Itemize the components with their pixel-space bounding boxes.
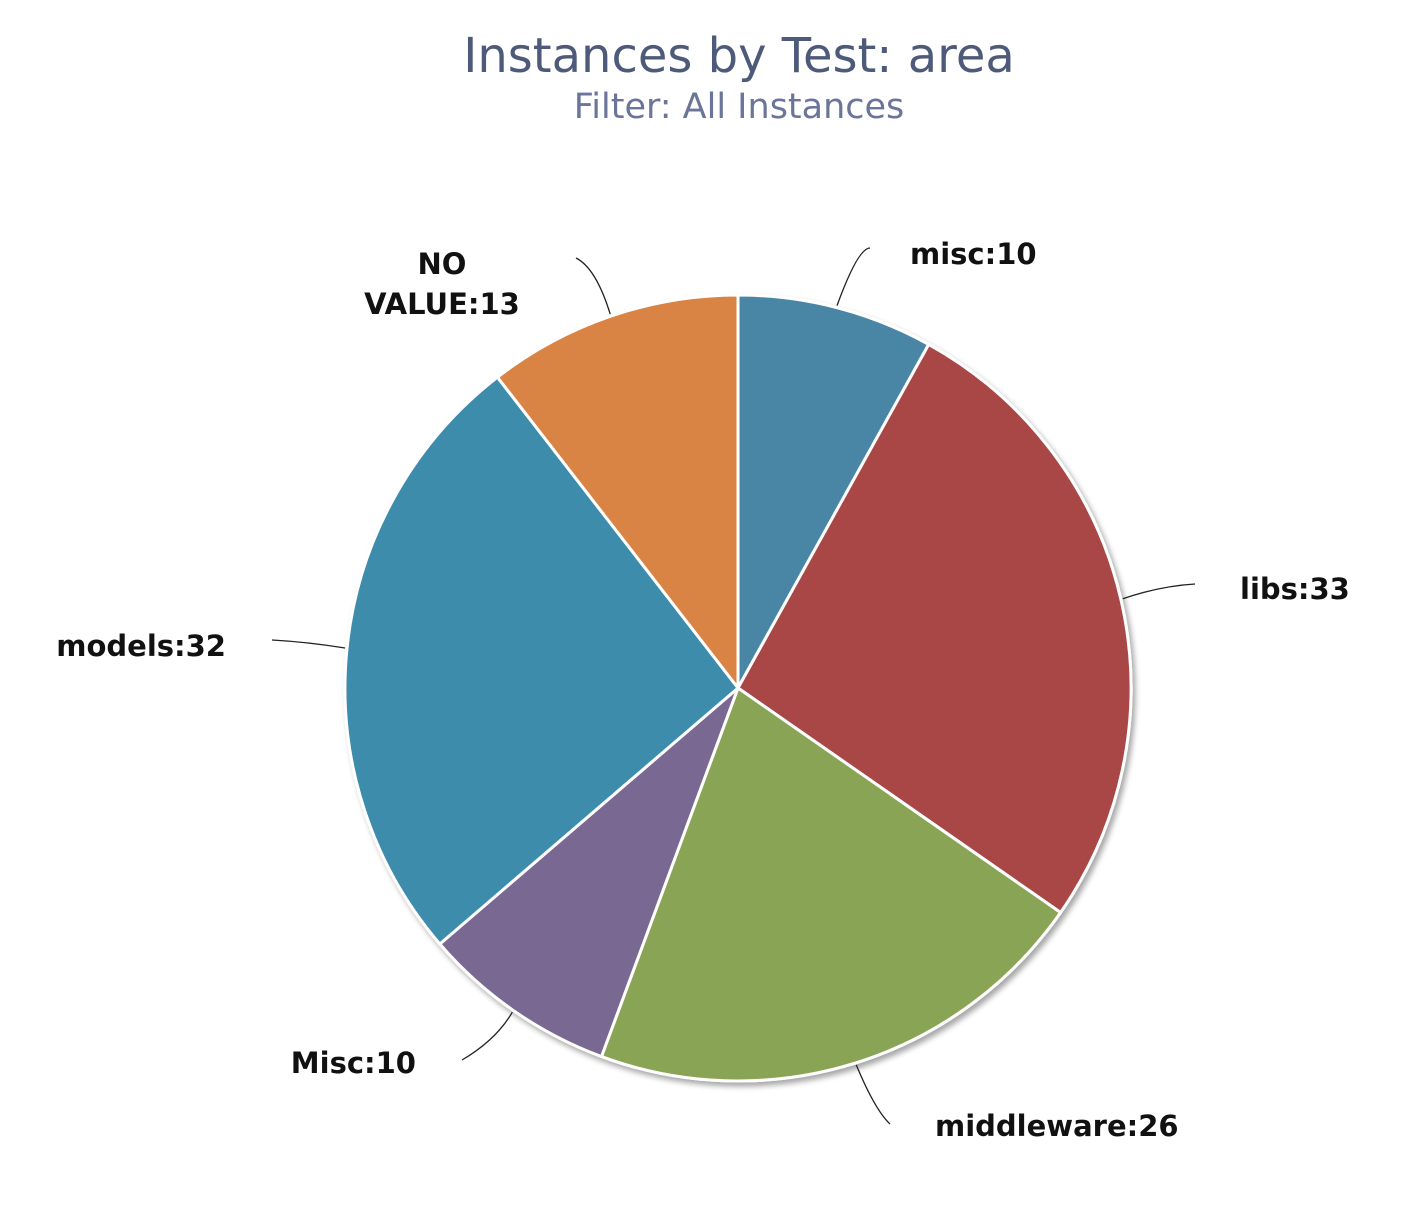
pie-slice-misc[interactable] <box>438 686 740 1059</box>
pie-slice-middleware[interactable] <box>600 686 1063 1083</box>
chart-title: Instances by Test: area <box>463 28 1015 84</box>
slice-label: models:32 <box>56 629 226 663</box>
pie-slice-misc[interactable] <box>736 293 931 690</box>
pie-slice-models[interactable] <box>343 375 740 946</box>
pie-slices <box>343 293 1133 1083</box>
leader-lines <box>271 247 1196 1125</box>
slice-label: Misc:10 <box>291 1046 416 1080</box>
leader-line <box>461 1011 513 1061</box>
leader-line <box>575 257 611 315</box>
slice-label: middleware:26 <box>935 1109 1179 1143</box>
slice-label: NO VALUE:13 <box>364 247 520 321</box>
slice-label: libs:33 <box>1240 572 1350 606</box>
pie-slice-no-value[interactable] <box>495 293 740 690</box>
slice-labels: misc:10 libs:33 middleware:26 Misc:10 models… <box>56 237 1350 1143</box>
slice-label: misc:10 <box>910 237 1037 271</box>
leader-line <box>855 1064 891 1125</box>
pie-slice-libs[interactable] <box>736 342 1133 915</box>
leader-line <box>836 247 871 306</box>
chart-subtitle: Filter: All Instances <box>574 87 905 127</box>
leader-line <box>1122 583 1196 600</box>
leader-line <box>271 639 346 649</box>
